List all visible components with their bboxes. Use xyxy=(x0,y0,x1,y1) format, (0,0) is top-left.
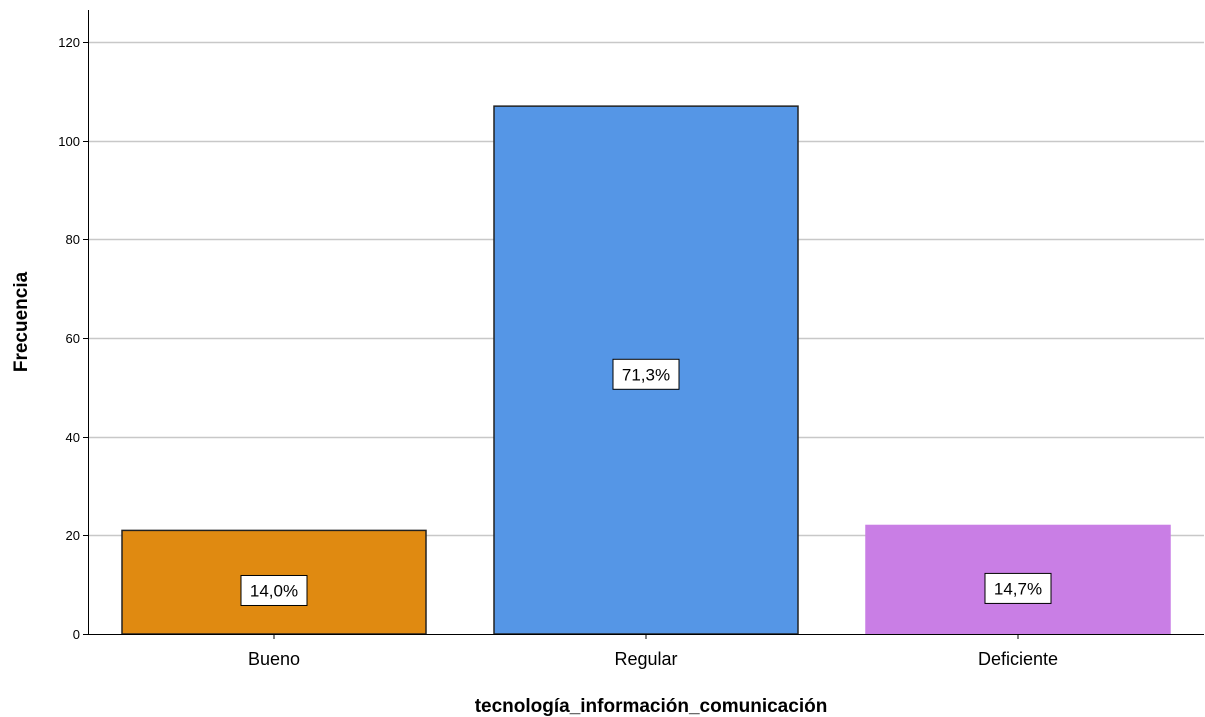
data-labels: 14,0% 71,3% 14,7% xyxy=(240,358,1052,606)
x-axis-title: tecnología_información_comunicación xyxy=(475,696,828,717)
data-label-box xyxy=(984,572,1052,604)
x-tick-label: Bueno xyxy=(248,649,300,669)
y-ticks: 0 20 40 60 80 100 120 xyxy=(58,35,88,642)
data-label-text: 14,0% xyxy=(250,581,298,600)
data-label-bueno: 14,0% xyxy=(240,574,308,606)
data-label-box xyxy=(240,574,308,606)
data-label-text: 14,7% xyxy=(994,579,1042,598)
category-labels: Bueno Regular Deficiente xyxy=(248,634,1058,669)
y-axis-title: Frecuencia xyxy=(11,271,32,372)
y-tick-label: 20 xyxy=(66,528,80,543)
data-label-text: 71,3% xyxy=(622,365,670,384)
y-tick-label: 80 xyxy=(66,232,80,247)
y-tick-label: 60 xyxy=(66,331,80,346)
y-tick-label: 40 xyxy=(66,430,80,445)
x-tick-label: Regular xyxy=(614,649,677,669)
x-tick-label: Deficiente xyxy=(978,649,1058,669)
data-label-deficiente: 14,7% xyxy=(984,572,1052,604)
y-tick-label: 120 xyxy=(58,35,80,50)
data-label-regular: 71,3% xyxy=(612,358,680,390)
y-tick-label: 0 xyxy=(73,627,80,642)
y-tick-label: 100 xyxy=(58,134,80,149)
data-label-box xyxy=(612,358,680,390)
